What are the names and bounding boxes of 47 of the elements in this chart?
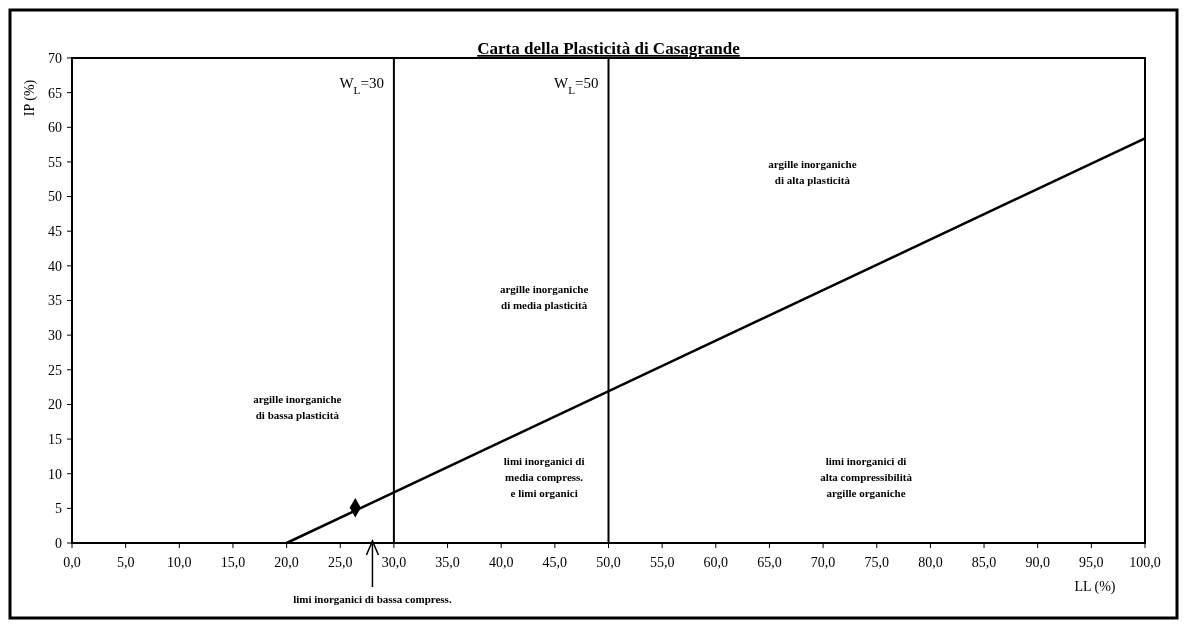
- x-axis-title: LL (%): [1074, 579, 1116, 595]
- annotation: limi inorganici di media compress. e limi organici: [503, 454, 585, 499]
- x-tick-label: 95,0: [1079, 555, 1104, 570]
- y-tick-label: 35: [48, 293, 62, 309]
- y-tick-label: 10: [48, 466, 62, 482]
- y-tick-label: 5: [55, 501, 62, 517]
- y-tick-label: 50: [48, 189, 62, 205]
- y-tick-label: 30: [48, 328, 62, 344]
- x-tick-label: 100,0: [1129, 555, 1161, 570]
- y-tick-label: 15: [48, 431, 62, 447]
- x-tick-label: 35,0: [435, 555, 460, 570]
- y-tick-label: 20: [48, 397, 62, 413]
- ref-line-label: W$_{L}$=30: [339, 75, 384, 96]
- x-tick-label: 20,0: [274, 555, 299, 570]
- y-tick-label: 70: [48, 50, 62, 66]
- x-tick-label: 85,0: [971, 555, 997, 570]
- x-tick-label: 45,0: [542, 555, 568, 570]
- y-tick-label: 55: [48, 154, 62, 170]
- x-tick-label: 0,0: [63, 555, 81, 570]
- y-tick-label: 60: [48, 120, 62, 136]
- y-tick-label: 25: [48, 362, 62, 378]
- annotation: limi inorganici di alta compressibilità argille organiche: [820, 454, 913, 499]
- y-tick-label: 40: [48, 258, 62, 274]
- y-tick-label: 0: [55, 535, 62, 551]
- x-tick-label: 5,0: [116, 555, 135, 570]
- annotation: argille inorganiche di alta plasticità: [768, 157, 857, 186]
- x-tick-label: 30,0: [381, 555, 407, 570]
- x-tick-label: 80,0: [918, 555, 943, 570]
- x-tick-label: 75,0: [864, 555, 889, 570]
- text: limi inorganici di bassa compress.: [293, 593, 452, 605]
- x-tick-label: 25,0: [328, 555, 353, 570]
- x-tick-label: 55,0: [649, 555, 675, 570]
- x-tick-label: 60,0: [703, 555, 729, 570]
- x-tick-label: 15,0: [220, 555, 246, 570]
- x-tick-label: 70,0: [810, 555, 836, 570]
- x-tick-label: 90,0: [1025, 555, 1050, 570]
- x-tick-label: 65,0: [757, 555, 782, 570]
- y-tick-label: 45: [48, 224, 62, 240]
- x-tick-label: 40,0: [488, 555, 514, 570]
- annotation: argille inorganiche di bassa plasticità: [253, 393, 342, 422]
- chart-title: Carta della Plasticità di Casagrande: [477, 39, 741, 58]
- annotation: argille inorganiche di media plasticità: [499, 282, 589, 311]
- x-tick-label: 50,0: [596, 555, 621, 570]
- ref-line-label: W$_{L}$=50: [553, 75, 599, 96]
- y-axis-title: IP (%): [22, 79, 38, 117]
- y-tick-label: 65: [48, 85, 62, 101]
- x-tick-label: 10,0: [167, 555, 192, 570]
